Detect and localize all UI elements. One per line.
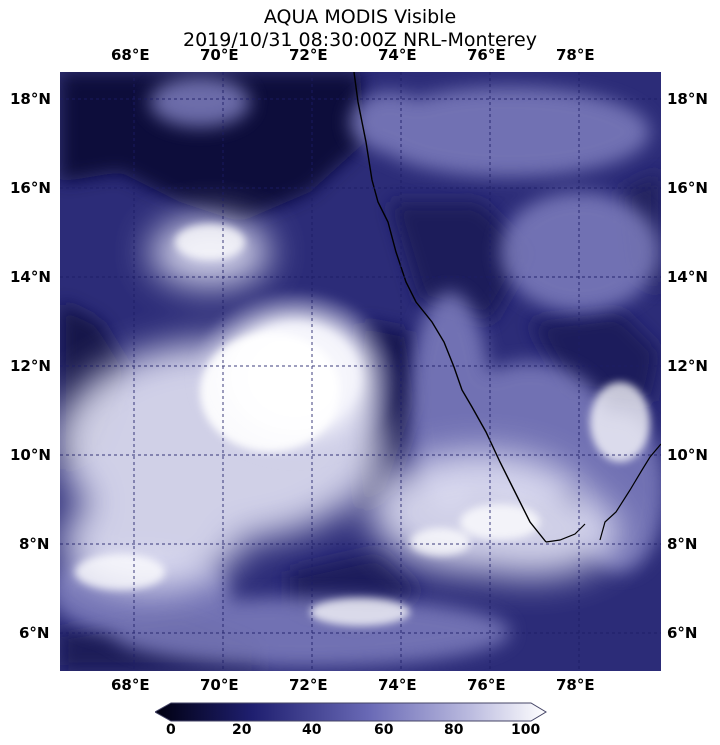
lat-label-left-12: 12°N — [10, 357, 51, 375]
storm-core — [190, 289, 400, 465]
lat-label-right-6: 6°N — [667, 624, 698, 642]
lon-label-top-74: 74°E — [378, 46, 417, 64]
colorbar-tick-20: 20 — [232, 722, 252, 738]
lon-label-top-76: 76°E — [467, 46, 506, 64]
lon-label-bottom-78: 78°E — [556, 676, 595, 694]
lat-label-right-8: 8°N — [667, 535, 698, 553]
colorbar — [155, 702, 547, 722]
bright-patches — [75, 224, 650, 626]
colorbar-ramp — [155, 702, 547, 722]
lon-label-top-68: 68°E — [111, 46, 150, 64]
lon-label-top-72: 72°E — [289, 46, 328, 64]
lat-label-left-16: 16°N — [10, 179, 51, 197]
coastline-south-tip — [545, 523, 586, 543]
lat-label-left-10: 10°N — [10, 446, 51, 464]
map-subtitle: 2019/10/31 08:30:00Z NRL-Monterey — [183, 29, 537, 51]
gridlines — [60, 72, 661, 671]
lon-label-bottom-76: 76°E — [467, 676, 506, 694]
satellite-imagery-panel[interactable] — [60, 72, 661, 671]
lon-label-bottom-72: 72°E — [289, 676, 328, 694]
lat-label-left-18: 18°N — [10, 90, 51, 108]
lon-label-bottom-68: 68°E — [111, 676, 150, 694]
colorbar-tick-100: 100 — [511, 722, 541, 738]
lat-label-right-10: 10°N — [667, 446, 708, 464]
lat-label-right-18: 18°N — [667, 90, 708, 108]
lat-label-right-14: 14°N — [667, 268, 708, 286]
lon-label-top-70: 70°E — [200, 46, 239, 64]
lat-label-left-8: 8°N — [19, 535, 50, 553]
lat-label-left-6: 6°N — [19, 624, 50, 642]
map-title: AQUA MODIS Visible — [263, 6, 457, 28]
colorbar-tick-40: 40 — [302, 722, 322, 738]
coastline-sri-lanka — [599, 443, 661, 541]
lon-label-top-78: 78°E — [556, 46, 595, 64]
colorbar-tick-60: 60 — [374, 722, 394, 738]
lat-label-right-12: 12°N — [667, 357, 708, 375]
lat-label-left-14: 14°N — [10, 268, 51, 286]
coastline-west-india — [353, 72, 547, 543]
colorbar-tick-80: 80 — [444, 722, 464, 738]
lon-label-bottom-70: 70°E — [200, 676, 239, 694]
lon-label-bottom-74: 74°E — [378, 676, 417, 694]
colorbar-tick-0: 0 — [166, 722, 176, 738]
imagery-canvas — [60, 72, 661, 671]
lat-label-right-16: 16°N — [667, 179, 708, 197]
